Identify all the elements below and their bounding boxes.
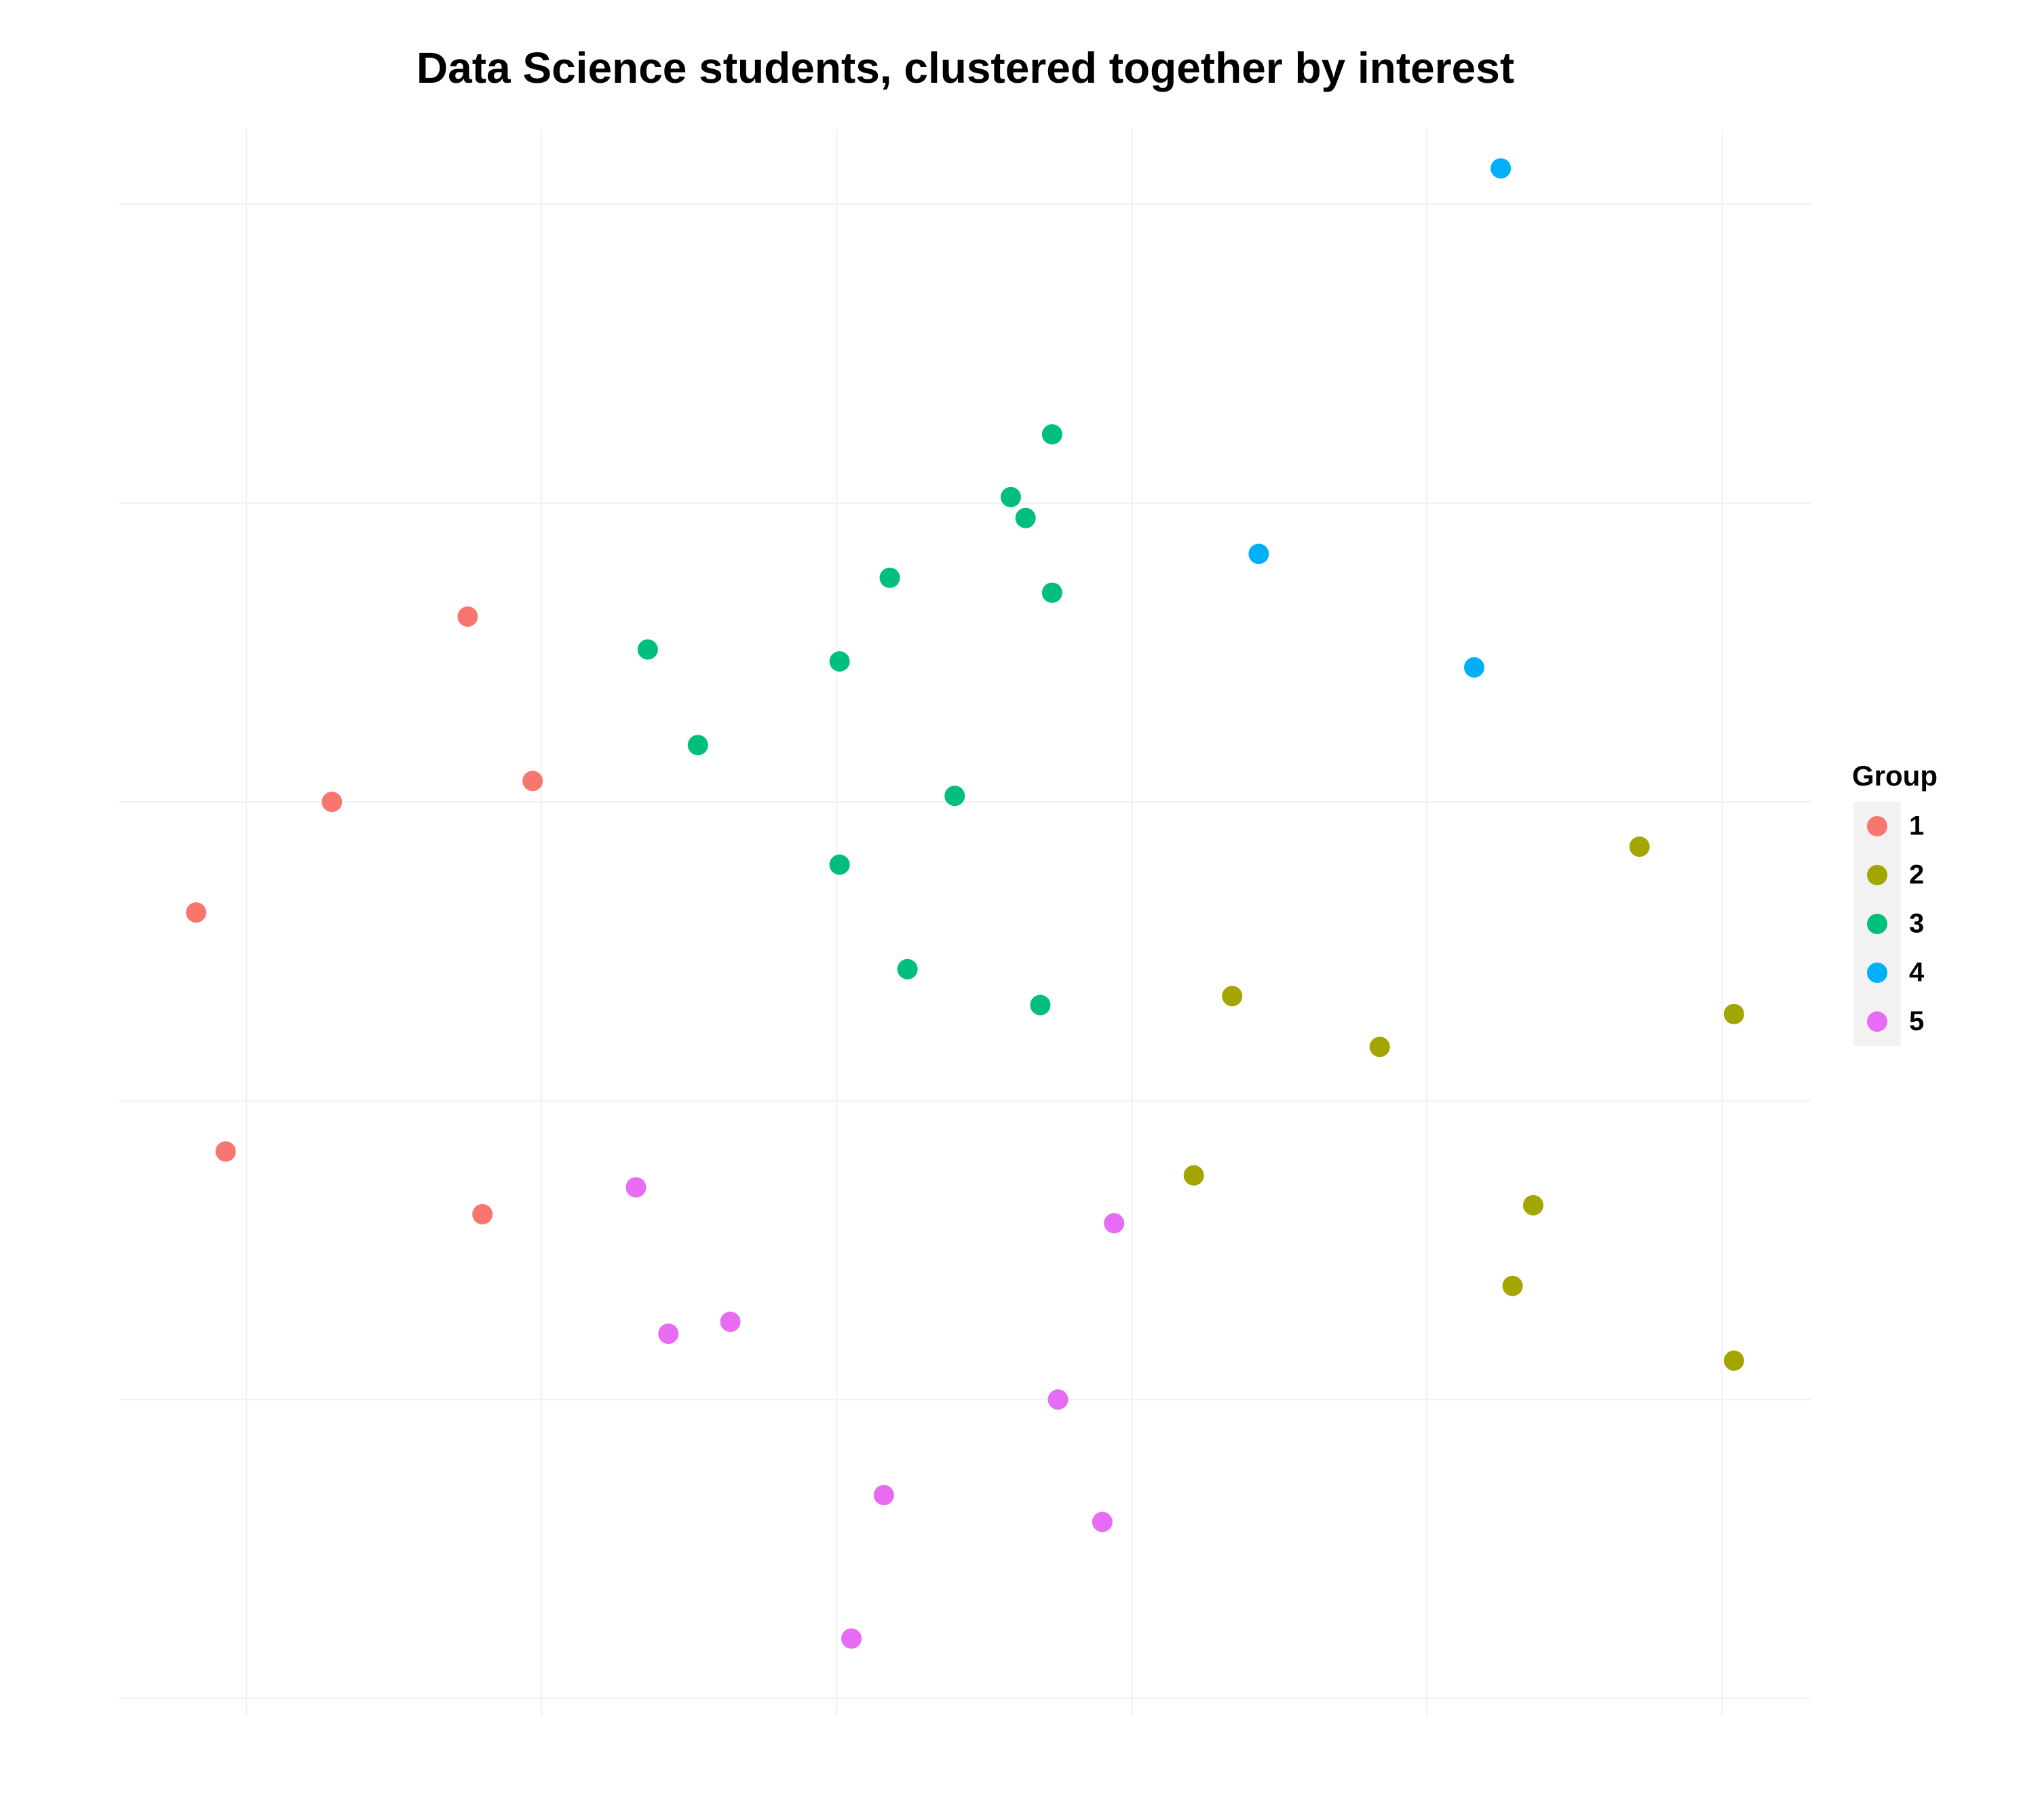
point	[1000, 486, 1021, 507]
point	[720, 1311, 741, 1332]
point	[1723, 1350, 1744, 1371]
point	[1502, 1275, 1523, 1296]
point	[637, 639, 658, 660]
legend-label: 3	[1909, 909, 1924, 939]
point	[522, 771, 543, 792]
point	[472, 1203, 493, 1224]
legend-title: Group	[1852, 760, 1938, 792]
point	[1041, 582, 1062, 603]
point	[1464, 657, 1485, 678]
point	[1523, 1195, 1544, 1216]
legend-marker	[1867, 1011, 1887, 1032]
legend-label: 4	[1909, 958, 1925, 988]
chart-title: Data Science students, clustered togethe…	[417, 43, 1514, 92]
point	[1248, 543, 1269, 564]
point	[1041, 424, 1062, 445]
point	[457, 606, 478, 627]
point	[215, 1141, 236, 1162]
point	[873, 1485, 894, 1506]
point	[879, 567, 900, 588]
point	[1369, 1037, 1390, 1058]
point	[186, 902, 207, 923]
legend-marker	[1867, 816, 1887, 836]
point	[625, 1177, 647, 1198]
point	[944, 786, 965, 807]
legend-marker	[1867, 865, 1887, 885]
point	[1723, 1003, 1744, 1024]
legend-label: 2	[1909, 860, 1924, 890]
point	[1490, 158, 1512, 179]
point	[1629, 836, 1650, 857]
point	[687, 735, 708, 756]
legend-marker	[1867, 963, 1887, 983]
point	[1222, 986, 1243, 1007]
point	[1047, 1389, 1069, 1410]
point	[1030, 994, 1051, 1015]
legend-label: 1	[1909, 811, 1924, 841]
point	[841, 1628, 862, 1649]
legend-marker	[1867, 914, 1887, 934]
point	[897, 959, 918, 980]
point	[658, 1323, 679, 1344]
point	[829, 651, 850, 672]
point	[322, 792, 343, 813]
legend-label: 5	[1909, 1007, 1924, 1037]
point	[1104, 1213, 1125, 1234]
point	[1183, 1165, 1204, 1186]
point	[1015, 507, 1036, 528]
point	[829, 854, 850, 875]
point	[1092, 1511, 1113, 1532]
